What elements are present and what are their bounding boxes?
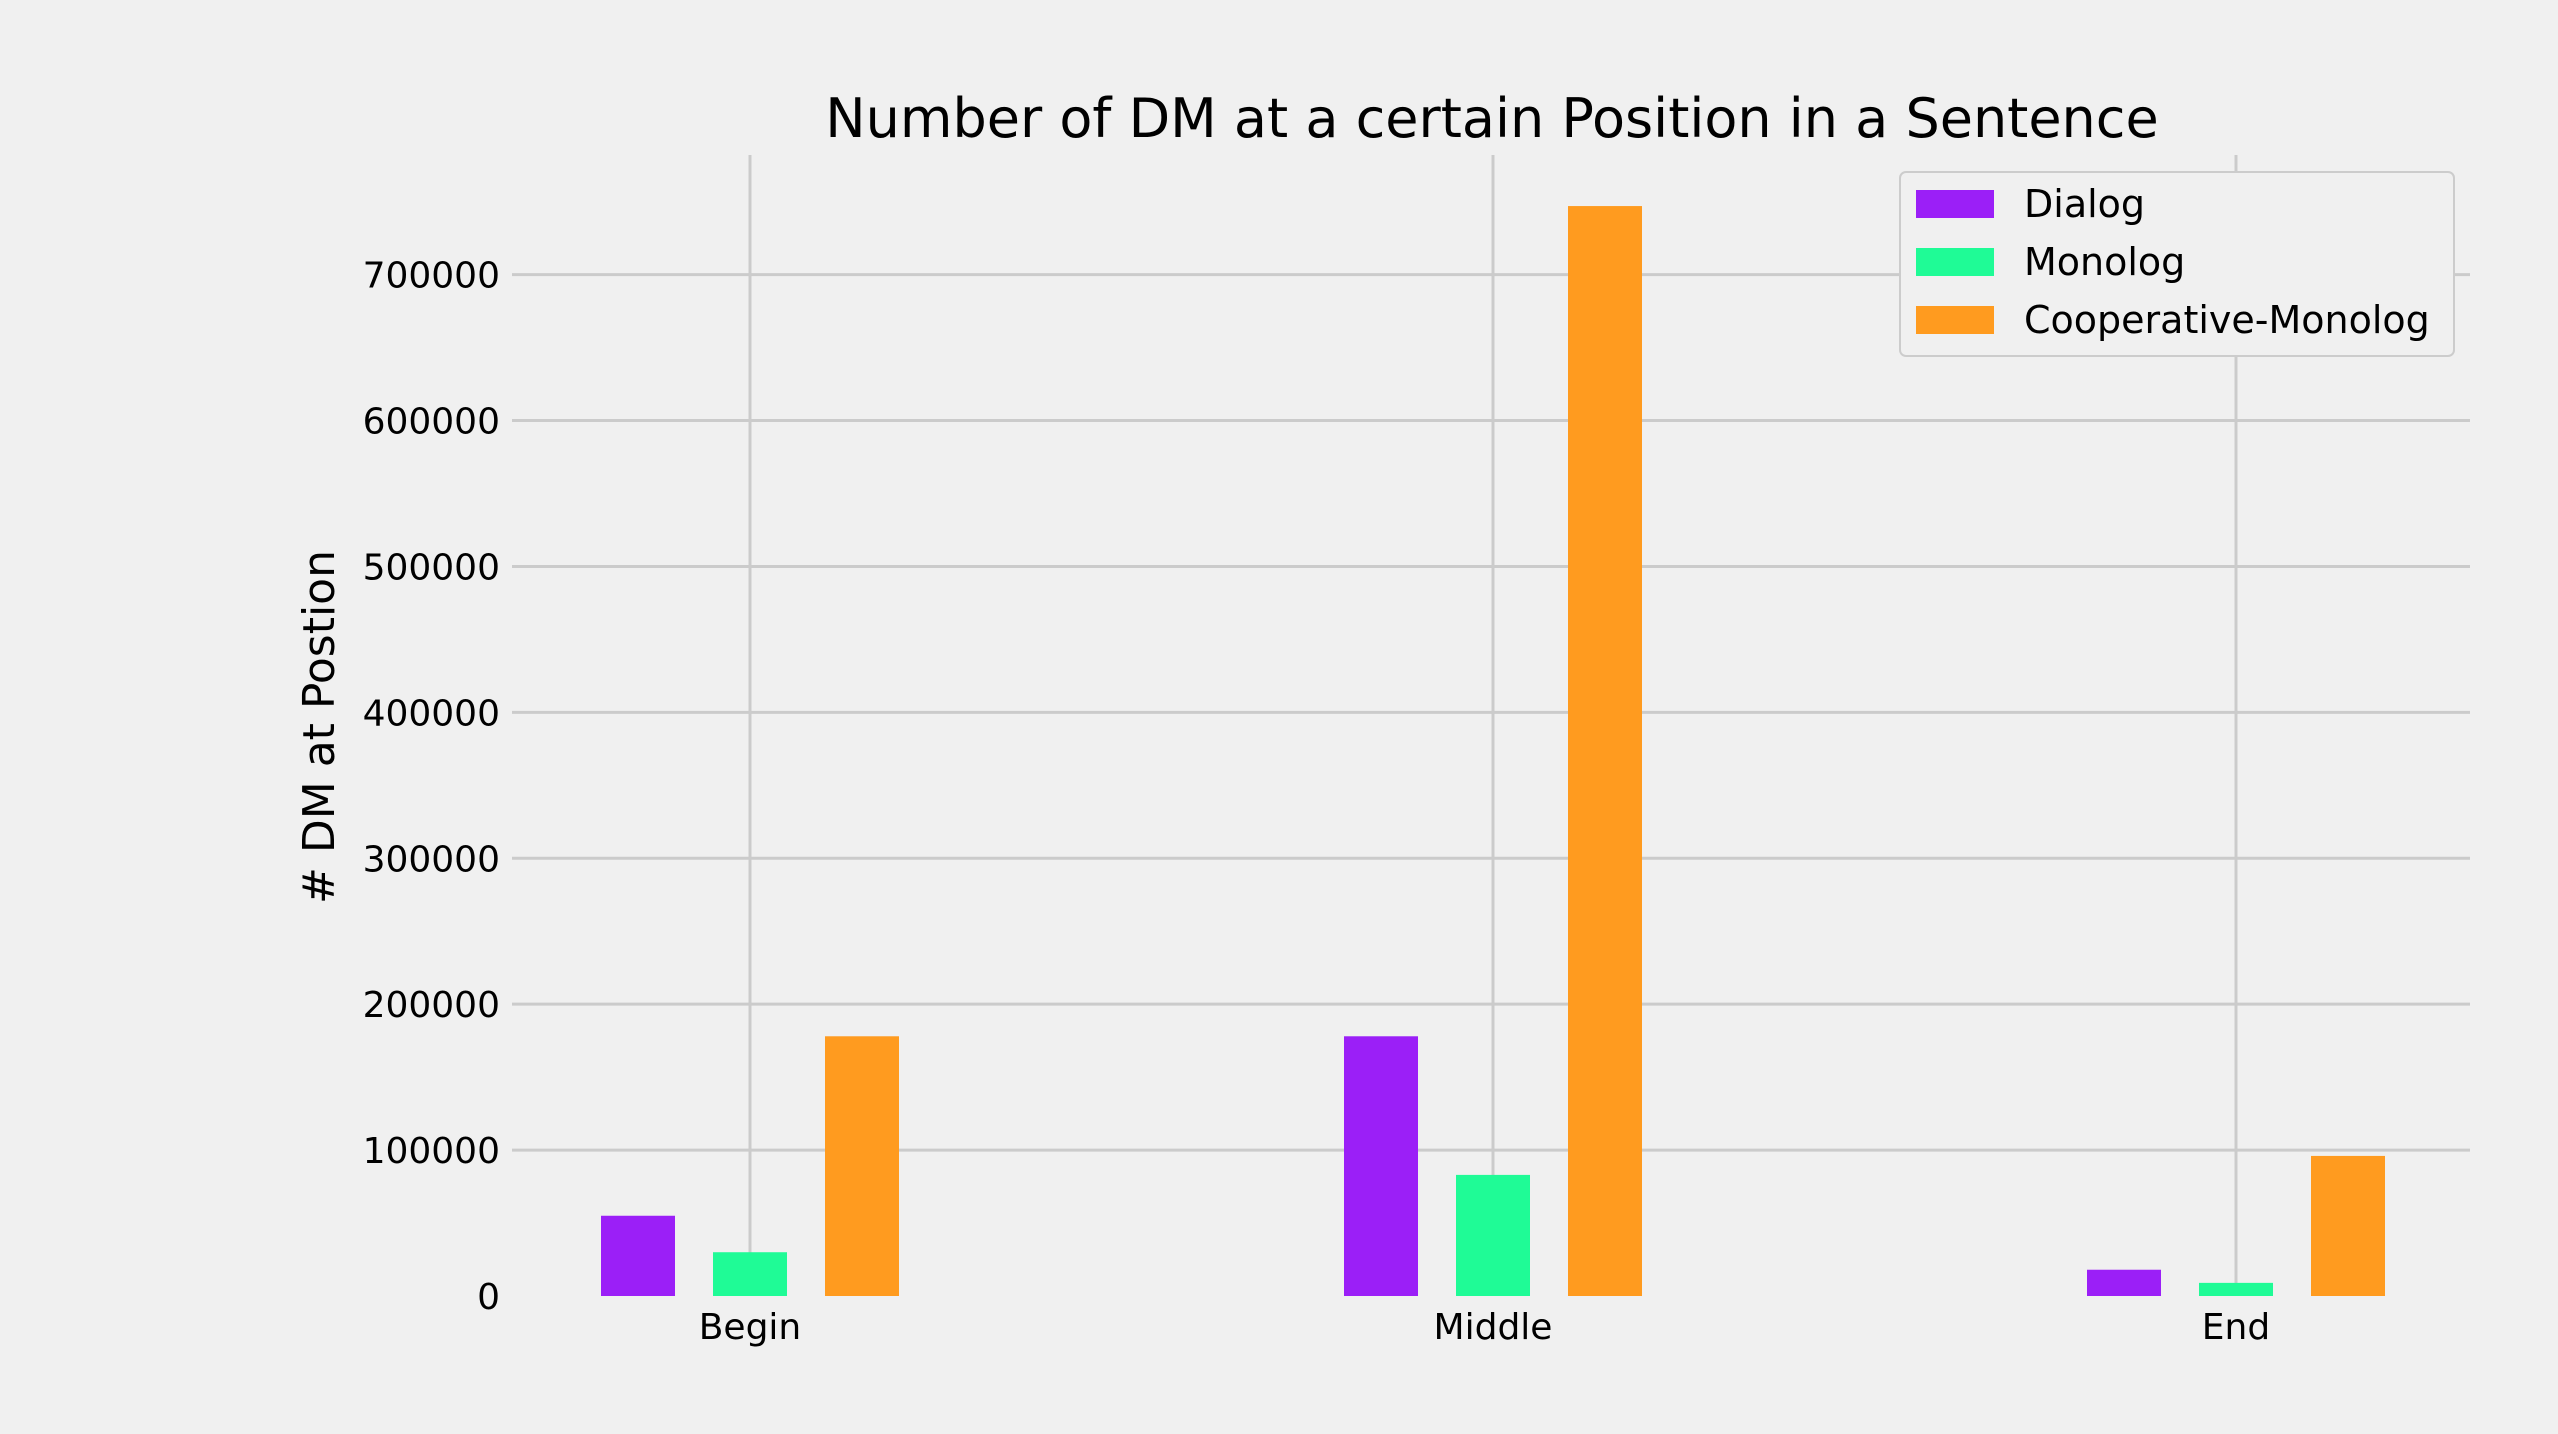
x-tick-label: Middle: [1434, 1307, 1553, 1348]
y-tick-label: 500000: [363, 547, 500, 588]
y-tick-label: 0: [477, 1277, 500, 1318]
legend-swatch-dialog: [1916, 190, 1994, 218]
bar-dialog-end: [2087, 1269, 2161, 1296]
bar-dialog-begin: [601, 1215, 675, 1296]
y-tick-label: 400000: [363, 693, 500, 734]
legend-box: [1899, 171, 2455, 357]
legend-swatch-monolog: [1916, 248, 1994, 276]
y-tick-label: 600000: [363, 402, 500, 443]
legend: Dialog Monolog Cooperative-Monolog: [1899, 171, 2455, 357]
legend-label: Monolog: [2024, 240, 2185, 284]
x-tick-label: Begin: [699, 1307, 802, 1348]
y-tick-labels: 0 100000 200000 300000 400000 500000 600000 700…: [363, 256, 500, 1318]
legend-label: Dialog: [2024, 182, 2145, 226]
bar-monolog-end: [2199, 1282, 2273, 1296]
y-tick-label: 100000: [363, 1131, 500, 1172]
bars: [601, 206, 2385, 1297]
legend-label: Cooperative-Monolog: [2024, 298, 2430, 342]
bar-monolog-middle: [1456, 1174, 1530, 1296]
bar-monolog-begin: [713, 1252, 787, 1296]
y-tick-label: 300000: [363, 839, 500, 880]
y-tick-label: 200000: [363, 985, 500, 1026]
bar-cooperative-monolog-middle: [1568, 206, 1642, 1297]
bar-cooperative-monolog-begin: [825, 1036, 899, 1296]
bar-dialog-middle: [1344, 1036, 1418, 1296]
x-tick-labels: Begin Middle End: [699, 1307, 2270, 1348]
bar-cooperative-monolog-end: [2311, 1155, 2385, 1296]
x-tick-label: End: [2202, 1307, 2270, 1348]
y-tick-label: 700000: [363, 256, 500, 297]
y-axis-label: # DM at Postion: [294, 550, 345, 904]
legend-swatch-cooperative-monolog: [1916, 306, 1994, 334]
chart-title: Number of DM at a certain Position in a …: [825, 87, 2158, 150]
